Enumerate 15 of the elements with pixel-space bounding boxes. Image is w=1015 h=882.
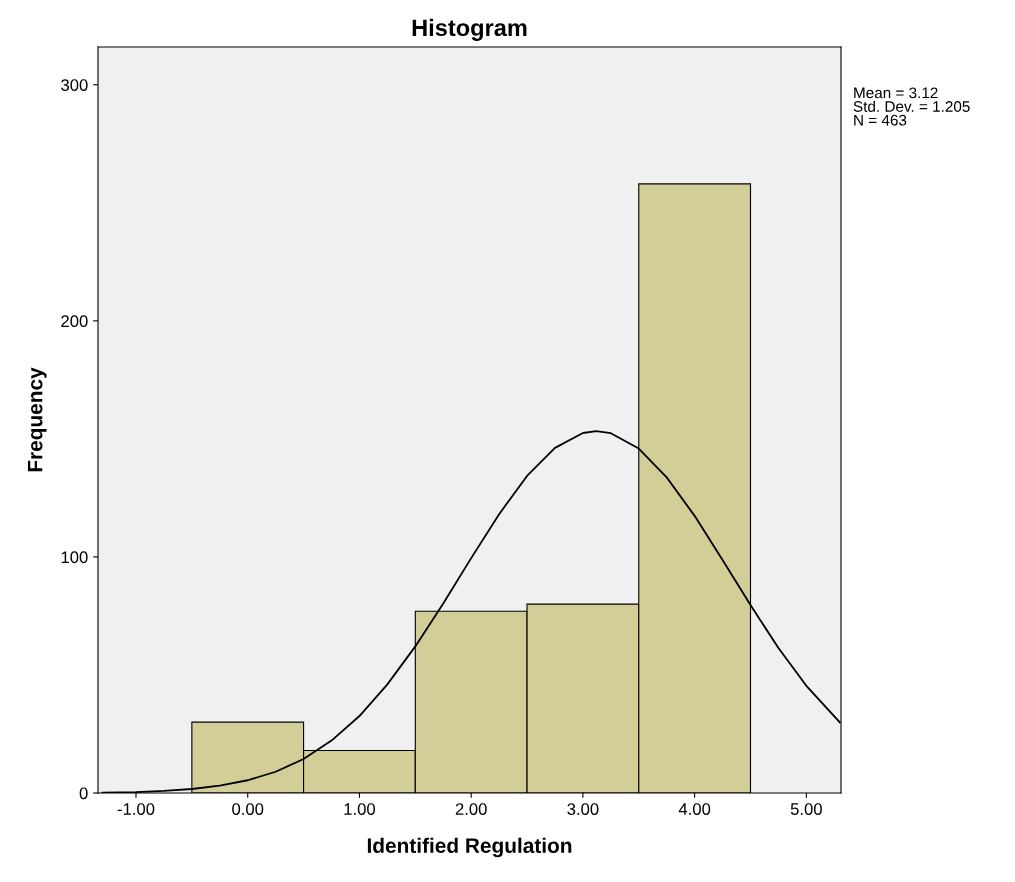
y-tick-label: 200 — [61, 315, 88, 328]
text: Mean = 3.12 Std. Dev. = 1.205 N = 463 — [853, 87, 970, 126]
x-axis-title: Identified Regulation — [367, 837, 572, 858]
y-axis-title: Frequency — [27, 367, 47, 472]
chart-title: Histogram — [412, 18, 527, 41]
y-tick-label: 0 — [79, 787, 88, 800]
x-tick-label: 5.00 — [790, 803, 822, 815]
x-tick-label: 3.00 — [567, 803, 599, 815]
x-tick-label: 4.00 — [678, 803, 711, 815]
x-tick-label: 1.00 — [344, 803, 376, 815]
x-tick-label: 2.00 — [455, 803, 487, 815]
y-tick-label: 300 — [61, 79, 88, 91]
x-tick-label: -1.00 — [117, 803, 155, 815]
y-tick-label: 100 — [61, 551, 88, 564]
x-tick-label: 0.00 — [232, 803, 264, 815]
